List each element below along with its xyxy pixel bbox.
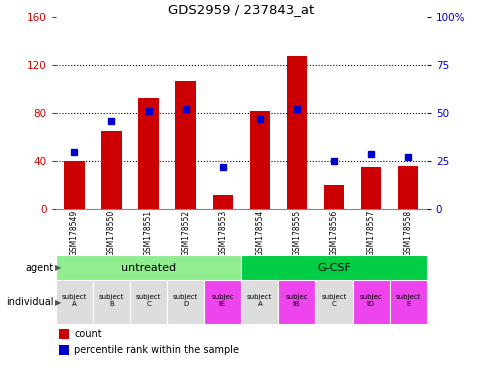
Text: GSM178558: GSM178558 — [403, 210, 412, 257]
Text: subject
A: subject A — [247, 294, 272, 307]
Bar — [204, 280, 241, 324]
Text: subject
A: subject A — [61, 294, 87, 307]
Text: subject
C: subject C — [136, 294, 161, 307]
Text: percentile rank within the sample: percentile rank within the sample — [74, 345, 239, 355]
Text: GSM178550: GSM178550 — [106, 210, 116, 257]
Text: G-CSF: G-CSF — [317, 263, 350, 273]
Bar — [166, 280, 204, 324]
Bar — [60, 329, 69, 339]
Bar — [241, 255, 426, 280]
Text: subject
E: subject E — [395, 294, 420, 307]
Text: GSM178556: GSM178556 — [329, 210, 338, 257]
Text: subject
C: subject C — [321, 294, 346, 307]
Text: subjec
tB: subjec tB — [285, 294, 308, 307]
Title: GDS2959 / 237843_at: GDS2959 / 237843_at — [168, 3, 314, 16]
Bar — [397, 166, 418, 209]
Text: subjec
tE: subjec tE — [211, 294, 234, 307]
Text: GSM178557: GSM178557 — [366, 210, 375, 257]
Bar — [278, 280, 315, 324]
Bar — [323, 185, 344, 209]
Text: ▶: ▶ — [55, 298, 61, 307]
Text: GSM178555: GSM178555 — [292, 210, 301, 257]
Bar — [60, 344, 69, 355]
Bar — [249, 111, 270, 209]
Bar — [101, 131, 121, 209]
Text: subject
D: subject D — [173, 294, 198, 307]
Bar — [286, 56, 306, 209]
Bar — [212, 195, 232, 209]
Text: GSM178551: GSM178551 — [144, 210, 153, 257]
Text: agent: agent — [25, 263, 53, 273]
Bar — [130, 280, 166, 324]
Text: GSM178549: GSM178549 — [70, 210, 79, 257]
Bar — [56, 255, 241, 280]
Bar — [360, 167, 380, 209]
Bar — [64, 161, 84, 209]
Bar — [56, 280, 93, 324]
Text: individual: individual — [6, 297, 53, 308]
Bar — [389, 280, 426, 324]
Text: subjec
tD: subjec tD — [359, 294, 382, 307]
Bar — [352, 280, 389, 324]
Text: subject
B: subject B — [99, 294, 124, 307]
Bar — [315, 280, 352, 324]
Text: ▶: ▶ — [55, 263, 61, 272]
Text: GSM178554: GSM178554 — [255, 210, 264, 257]
Bar — [138, 98, 158, 209]
Text: count: count — [74, 329, 102, 339]
Bar — [175, 81, 196, 209]
Text: untreated: untreated — [121, 263, 176, 273]
Bar — [241, 280, 278, 324]
Text: GSM178552: GSM178552 — [181, 210, 190, 257]
Text: GSM178553: GSM178553 — [218, 210, 227, 257]
Bar — [93, 280, 130, 324]
